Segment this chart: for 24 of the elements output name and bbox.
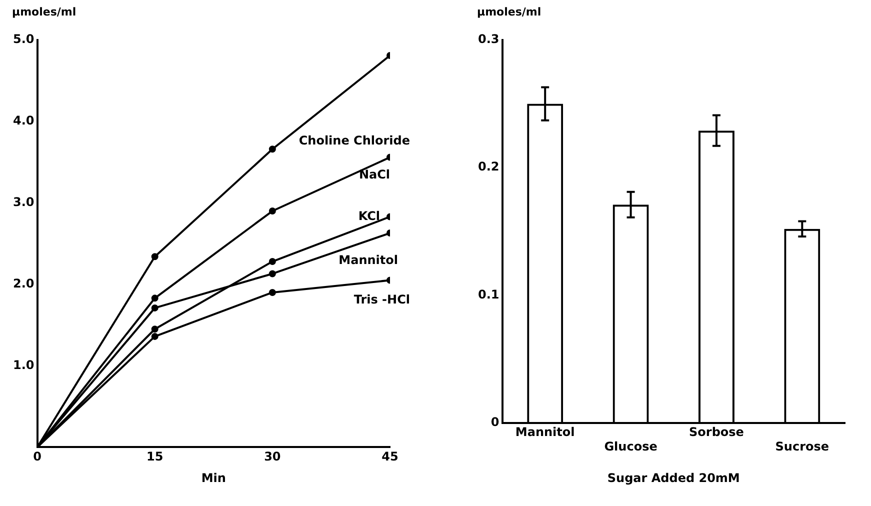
y-tick-label: 0	[490, 414, 500, 429]
y-axis-title: µmoles/ml	[12, 5, 76, 18]
y-tick-label: 1.0	[12, 358, 34, 372]
y-tick-label: 5.0	[12, 32, 34, 46]
x-tick-label: 15	[146, 450, 164, 464]
y-tick-label: 0.3	[478, 32, 500, 46]
y-tick-label: 2.0	[12, 276, 34, 290]
series-label: KCl	[358, 208, 380, 223]
series-label: Choline Chloride	[298, 134, 410, 148]
series-label: Tris -HCl	[354, 292, 410, 306]
series-label: NaCl	[358, 167, 390, 182]
x-tick-label: Sucrose	[775, 440, 830, 454]
x-axis-title: Sugar Added 20mM	[607, 470, 740, 485]
x-axis-title: Min	[201, 470, 226, 485]
series-label: Mannitol	[338, 253, 398, 268]
y-tick-label: 4.0	[12, 114, 34, 128]
x-tick-label: 45	[382, 450, 398, 464]
y-axis-title: µmoles/ml	[477, 5, 542, 18]
x-tick-label: Sorbose	[689, 425, 744, 440]
y-tick-label: 0.1	[478, 287, 500, 302]
x-tick-label: Glucose	[604, 440, 658, 454]
x-tick-label: 30	[264, 450, 281, 464]
y-tick-label: 3.0	[12, 195, 34, 210]
y-tick-label: 0.2	[478, 160, 500, 174]
